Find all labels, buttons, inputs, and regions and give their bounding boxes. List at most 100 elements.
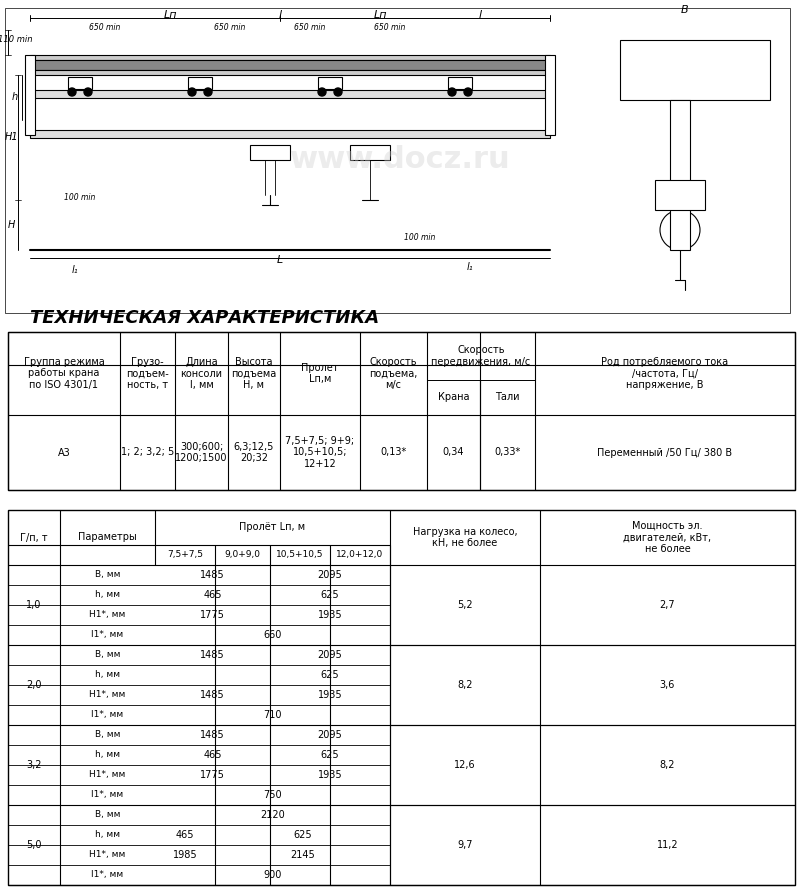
Text: 1485: 1485 bbox=[200, 570, 225, 580]
Text: 12,0+12,0: 12,0+12,0 bbox=[336, 551, 383, 560]
Text: 2095: 2095 bbox=[318, 650, 342, 660]
Circle shape bbox=[84, 88, 92, 96]
Text: 7,5+7,5; 9+9;
10,5+10,5;
12+12: 7,5+7,5; 9+9; 10,5+10,5; 12+12 bbox=[285, 436, 354, 469]
Text: 1985: 1985 bbox=[172, 850, 197, 860]
Text: 5,2: 5,2 bbox=[456, 600, 472, 610]
Text: А3: А3 bbox=[58, 448, 71, 458]
Text: 10,5+10,5: 10,5+10,5 bbox=[276, 551, 323, 560]
Text: 2,7: 2,7 bbox=[659, 600, 674, 610]
Text: Мощность эл.
двигателей, кВт,
не более: Мощность эл. двигателей, кВт, не более bbox=[622, 521, 711, 554]
Text: Параметры: Параметры bbox=[78, 533, 136, 543]
Text: 900: 900 bbox=[263, 870, 282, 880]
Text: Длина
консоли
l, мм: Длина консоли l, мм bbox=[180, 357, 222, 390]
Text: 650 min: 650 min bbox=[374, 23, 405, 32]
Circle shape bbox=[448, 88, 456, 96]
Text: Переменный /50 Гц/ 380 В: Переменный /50 Гц/ 380 В bbox=[597, 448, 731, 458]
Text: 1485: 1485 bbox=[200, 650, 225, 660]
Text: В, мм: В, мм bbox=[95, 570, 120, 579]
Text: H: H bbox=[7, 220, 14, 230]
Bar bbox=[30, 55, 549, 60]
Text: l: l bbox=[478, 10, 481, 20]
Text: l1*, мм: l1*, мм bbox=[91, 711, 124, 720]
Text: 3,2: 3,2 bbox=[26, 760, 42, 770]
Text: H1*, мм: H1*, мм bbox=[89, 690, 126, 699]
Text: 8,2: 8,2 bbox=[659, 760, 674, 770]
Text: 8,2: 8,2 bbox=[456, 680, 472, 690]
Text: 1775: 1775 bbox=[200, 610, 225, 620]
Text: 0,13*: 0,13* bbox=[380, 448, 406, 458]
Text: 465: 465 bbox=[176, 830, 194, 840]
Text: 750: 750 bbox=[263, 790, 282, 800]
Text: В, мм: В, мм bbox=[95, 811, 120, 820]
Text: 100 min: 100 min bbox=[404, 233, 435, 242]
Text: 650 min: 650 min bbox=[89, 23, 120, 32]
Bar bbox=[8, 332, 794, 490]
Text: 625: 625 bbox=[320, 750, 339, 760]
Text: Род потребляемого тока
/частота, Гц/
напряжение, В: Род потребляемого тока /частота, Гц/ нап… bbox=[601, 357, 727, 390]
Text: l: l bbox=[278, 10, 282, 20]
Bar bbox=[545, 55, 554, 135]
Text: Пролет
Lп,м: Пролет Lп,м bbox=[301, 363, 338, 384]
Text: 660: 660 bbox=[263, 630, 282, 640]
Text: 2,0: 2,0 bbox=[26, 680, 42, 690]
Text: 2145: 2145 bbox=[290, 850, 314, 860]
Bar bbox=[654, 180, 704, 210]
Circle shape bbox=[204, 88, 212, 96]
Bar bbox=[188, 77, 212, 89]
Text: 300;600;
1200;1500: 300;600; 1200;1500 bbox=[175, 442, 228, 463]
Bar bbox=[30, 70, 549, 75]
Text: 100 min: 100 min bbox=[64, 193, 95, 203]
Text: 1; 2; 3,2; 5: 1; 2; 3,2; 5 bbox=[121, 448, 174, 458]
Text: 12,6: 12,6 bbox=[454, 760, 476, 770]
Text: h, мм: h, мм bbox=[95, 591, 120, 600]
Text: 1935: 1935 bbox=[318, 690, 342, 700]
Text: 1935: 1935 bbox=[318, 770, 342, 780]
Text: 650 min: 650 min bbox=[214, 23, 245, 32]
Text: 11,2: 11,2 bbox=[656, 840, 678, 850]
Text: l1*, мм: l1*, мм bbox=[91, 630, 124, 639]
Bar bbox=[448, 77, 472, 89]
Text: 710: 710 bbox=[263, 710, 282, 720]
Text: Группа режима
работы крана
по ISO 4301/1: Группа режима работы крана по ISO 4301/1 bbox=[23, 357, 104, 390]
Bar bbox=[8, 510, 794, 885]
Text: 1935: 1935 bbox=[318, 610, 342, 620]
Text: 2120: 2120 bbox=[260, 810, 285, 820]
Text: www.docz.ru: www.docz.ru bbox=[290, 146, 510, 174]
Text: 6,3;12,5
20;32: 6,3;12,5 20;32 bbox=[233, 442, 273, 463]
Bar bbox=[30, 90, 549, 98]
Text: Lп: Lп bbox=[163, 10, 176, 20]
Bar bbox=[25, 55, 35, 135]
Circle shape bbox=[334, 88, 342, 96]
Text: H1: H1 bbox=[5, 132, 18, 142]
Text: 625: 625 bbox=[320, 670, 339, 680]
Text: Г/п, т: Г/п, т bbox=[20, 533, 48, 543]
Bar bbox=[318, 77, 342, 89]
Text: В, мм: В, мм bbox=[95, 651, 120, 660]
Text: 2095: 2095 bbox=[318, 570, 342, 580]
Text: l1*, мм: l1*, мм bbox=[91, 871, 124, 880]
Bar bbox=[5, 8, 789, 313]
Text: 9,0+9,0: 9,0+9,0 bbox=[225, 551, 260, 560]
Text: 2095: 2095 bbox=[318, 730, 342, 740]
Text: 625: 625 bbox=[293, 830, 311, 840]
Text: h, мм: h, мм bbox=[95, 831, 120, 839]
Bar bbox=[30, 130, 549, 138]
Text: Пролёт Lп, м: Пролёт Lп, м bbox=[239, 522, 306, 533]
Text: L: L bbox=[277, 255, 283, 265]
Text: 1775: 1775 bbox=[200, 770, 225, 780]
Text: 625: 625 bbox=[320, 590, 339, 600]
Text: h, мм: h, мм bbox=[95, 670, 120, 679]
Text: H1*, мм: H1*, мм bbox=[89, 850, 126, 859]
Text: 110 min: 110 min bbox=[0, 36, 32, 45]
Text: 1485: 1485 bbox=[200, 690, 225, 700]
Bar bbox=[68, 77, 92, 89]
Bar bbox=[669, 100, 689, 250]
Text: 5,0: 5,0 bbox=[26, 840, 42, 850]
Bar bbox=[249, 145, 290, 160]
Text: 9,7: 9,7 bbox=[456, 840, 472, 850]
Bar bbox=[30, 60, 549, 70]
Text: Высота
подъема
Н, м: Высота подъема Н, м bbox=[231, 357, 276, 390]
Circle shape bbox=[68, 88, 76, 96]
Circle shape bbox=[188, 88, 196, 96]
Text: Тали: Тали bbox=[495, 392, 519, 402]
